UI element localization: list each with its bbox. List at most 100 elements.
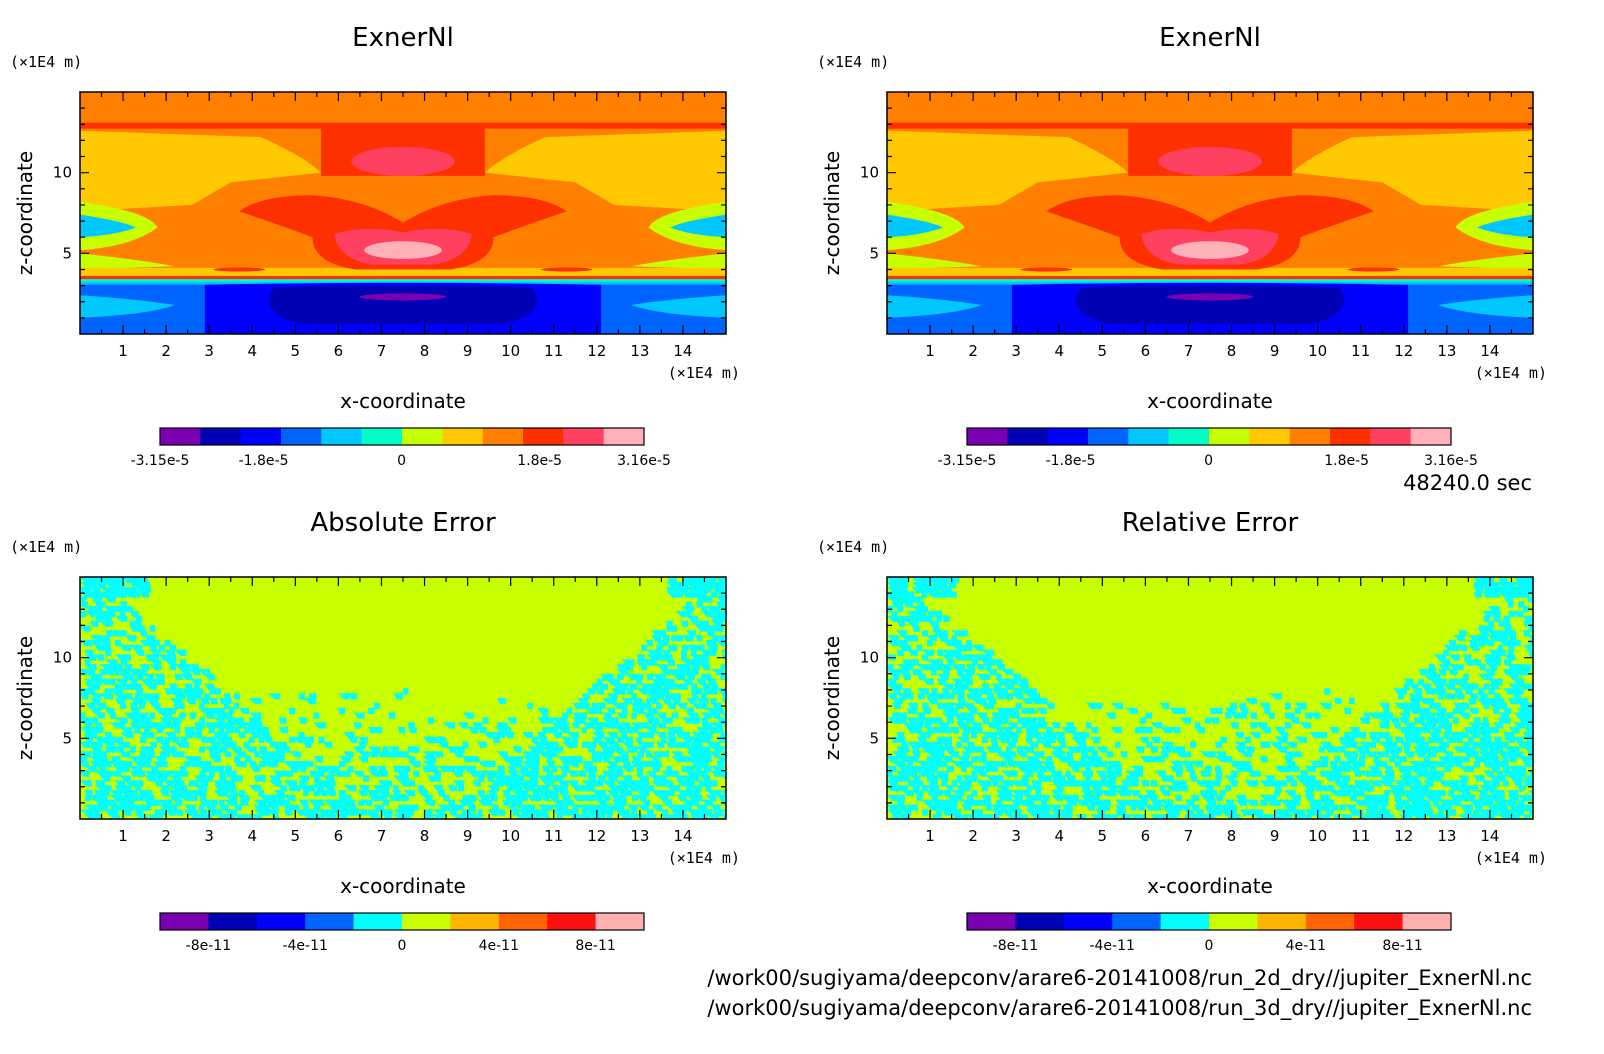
x-tick-label: 13 [630, 827, 649, 845]
colorbar-label: 0 [1205, 938, 1214, 954]
colorbar-bin [1289, 428, 1331, 445]
x-tick-label: 13 [1437, 342, 1456, 360]
colorbar-label: 4e-11 [1286, 938, 1326, 954]
field-region [887, 295, 982, 318]
x-tick-label: 13 [1437, 827, 1456, 845]
field-region [670, 214, 726, 238]
colorbar-label: -3.15e-5 [938, 453, 997, 469]
colorbar-label: 0 [1204, 453, 1213, 469]
x-tick-label: 9 [463, 827, 473, 845]
colorbar-bin [482, 428, 524, 445]
y-tick-label: 10 [53, 649, 72, 667]
colorbar-frame [966, 427, 1452, 446]
colorbar-label: -8e-11 [993, 938, 1038, 954]
error-layer [887, 577, 1533, 819]
y-unit-label: (×1E4 m) [817, 53, 889, 71]
chart-title: Relative Error [1122, 508, 1299, 538]
field-region [80, 295, 175, 318]
field-region [80, 130, 322, 212]
colorbar-bin [1410, 428, 1452, 445]
y-axis-label: z-coordinate [13, 151, 37, 275]
x-tick-label: 8 [420, 342, 430, 360]
x-tick-label: 9 [1270, 827, 1280, 845]
x-tick-label: 11 [544, 342, 563, 360]
field-region [351, 146, 455, 176]
chart-title: ExnerNl [352, 23, 454, 53]
field-region [1438, 253, 1533, 270]
time-label: 48240.0 sec [1403, 471, 1532, 495]
x-tick-label: 2 [161, 827, 171, 845]
colorbar-bin [1168, 428, 1210, 445]
x-axis-label: x-coordinate [1147, 389, 1273, 413]
x-tick-label: 14 [1480, 827, 1499, 845]
x-axis-label: x-coordinate [340, 389, 466, 413]
colorbar-bin [1015, 913, 1065, 930]
field-region [631, 253, 726, 270]
x-tick-label: 6 [334, 342, 344, 360]
axis-ticks [887, 577, 1533, 819]
colorbar-bin [547, 913, 597, 930]
field-band [887, 122, 1533, 129]
colorbar-bin [1088, 428, 1129, 445]
field-region [540, 267, 593, 272]
colorbar-frame [159, 427, 645, 446]
colorbar-bin [595, 913, 645, 930]
colorbar-label: 1.8e-5 [517, 453, 562, 469]
colorbar-bin [563, 428, 605, 445]
x-tick-label: 8 [420, 827, 430, 845]
x-tick-label: 11 [1351, 827, 1370, 845]
colorbar-label: 0 [398, 938, 407, 954]
x-tick-label: 12 [1394, 827, 1413, 845]
x-tick-label: 7 [377, 827, 387, 845]
colorbar-label: 1.8e-5 [1324, 453, 1369, 469]
colorbar-bin [603, 428, 645, 445]
colorbar-bin [321, 428, 363, 445]
field-region [887, 214, 943, 238]
colorbar-label: 4e-11 [479, 938, 519, 954]
contour-layer [80, 92, 726, 334]
colorbar-bin [1249, 428, 1291, 445]
x-tick-label: 12 [587, 342, 606, 360]
field-region [269, 286, 537, 325]
colorbar-bin [1354, 913, 1404, 930]
colorbar-bin [256, 913, 306, 930]
field-region [80, 253, 175, 270]
x-tick-label: 14 [673, 342, 692, 360]
y-tick-label: 10 [53, 164, 72, 182]
colorbar-label: -4e-11 [282, 938, 327, 954]
chart-title: ExnerNl [1159, 23, 1261, 53]
axis-ticks [80, 577, 726, 819]
y-tick-label: 10 [860, 649, 879, 667]
field-band [80, 275, 726, 280]
colorbar-bin [160, 428, 201, 445]
colorbar-bin [1160, 913, 1210, 930]
error-speckle [887, 577, 1533, 819]
colorbar-bin [208, 913, 258, 930]
colorbar-bin [1370, 428, 1412, 445]
colorbar-label: 3.16e-5 [1424, 453, 1478, 469]
y-unit-label: (×1E4 m) [10, 53, 82, 71]
field-region [1166, 293, 1254, 301]
colorbar-bin [523, 428, 564, 445]
field-region [484, 130, 726, 212]
x-tick-label: 14 [673, 827, 692, 845]
colorbar-frame [966, 912, 1452, 931]
colorbar-label: -8e-11 [186, 938, 231, 954]
colorbar-bin [281, 428, 322, 445]
y-unit-label: (×1E4 m) [817, 538, 889, 556]
field-region [364, 241, 442, 259]
field-region [1347, 267, 1400, 272]
field-region [1076, 286, 1344, 325]
colorbar-bin [305, 913, 355, 930]
x-tick-label: 10 [501, 827, 520, 845]
x-tick-label: 4 [1054, 342, 1064, 360]
x-axis-label: x-coordinate [340, 874, 466, 898]
x-tick-label: 7 [1184, 342, 1194, 360]
colorbar-label: -4e-11 [1089, 938, 1134, 954]
field-band [887, 279, 1533, 284]
x-tick-label: 3 [204, 827, 214, 845]
contour-layer [887, 92, 1533, 334]
error-speckle [80, 577, 726, 819]
field-region [1291, 130, 1533, 212]
